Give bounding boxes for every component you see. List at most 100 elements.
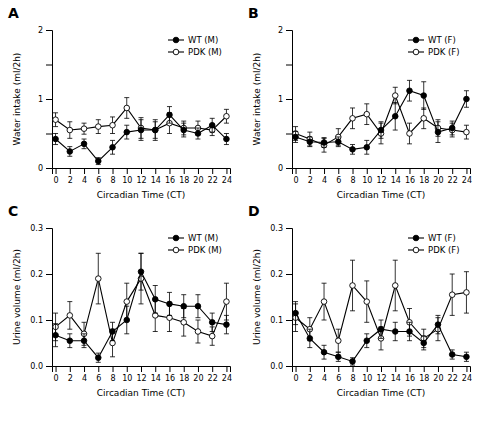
tick-label: 2 <box>68 176 73 185</box>
tick-mark <box>113 168 114 174</box>
tick-mark <box>286 134 292 135</box>
error-bar <box>336 329 341 352</box>
tick: 18 <box>419 366 429 383</box>
tick-label: 2 <box>308 374 313 383</box>
point <box>449 352 455 358</box>
x-axis-title: Circadian Time (CT) <box>97 388 186 398</box>
point <box>464 96 470 102</box>
point <box>124 317 130 323</box>
panel-label: D <box>248 203 260 219</box>
tick-label: 18 <box>419 176 429 185</box>
tick-label: 0.3 <box>270 224 283 233</box>
error-bar <box>82 334 87 348</box>
point <box>350 147 356 153</box>
tick-mark <box>286 30 292 31</box>
tick-mark <box>286 99 292 100</box>
tick <box>286 65 292 66</box>
x-axis: 024681012141618202224 <box>53 168 233 185</box>
error-bar <box>379 122 384 139</box>
tick-label: 10 <box>362 374 372 383</box>
error-bar <box>224 109 229 123</box>
point <box>195 329 201 335</box>
tick: 8 <box>110 168 115 185</box>
error-bar <box>124 98 129 119</box>
axis-line <box>293 169 471 175</box>
tick: 18 <box>179 168 189 185</box>
error-bar <box>393 260 398 311</box>
tick: 0.0 <box>30 362 52 371</box>
tick-mark <box>310 168 311 174</box>
legend-label: WT (F) <box>428 233 456 243</box>
error-bar <box>167 107 172 124</box>
error-bar <box>139 253 144 290</box>
error-bar <box>195 128 200 139</box>
tick-mark <box>310 366 311 372</box>
line <box>296 96 467 146</box>
tick-label: 10 <box>362 176 372 185</box>
tick-label: 4 <box>322 374 327 383</box>
point <box>392 283 398 289</box>
tick-mark <box>466 168 467 174</box>
error-bar <box>421 108 426 129</box>
tick: 4 <box>82 168 87 185</box>
tick-label: 0 <box>278 164 283 173</box>
point <box>95 124 101 130</box>
legend: WT (F)PDK (F) <box>408 35 459 57</box>
tick: 22 <box>448 168 458 185</box>
tick-mark <box>338 168 339 174</box>
legend-item: PDK (M) <box>168 47 222 57</box>
tick-mark <box>113 366 114 372</box>
legend: WT (M)PDK (M) <box>168 35 222 57</box>
y-axis-title: Water intake (ml/2h) <box>12 53 22 146</box>
tick-label: 0 <box>54 176 59 185</box>
tick-mark <box>212 168 213 174</box>
panel: 0246810121416182022240.00.10.20.3Circadi… <box>8 203 232 398</box>
tick-label: 14 <box>391 176 401 185</box>
point <box>95 158 101 164</box>
legend-item: WT (M) <box>168 233 218 243</box>
point <box>464 290 470 296</box>
tick-mark <box>286 366 292 367</box>
series <box>53 253 229 362</box>
tick-mark <box>381 366 382 372</box>
legend-marker <box>173 247 179 253</box>
point <box>181 127 187 133</box>
point <box>449 292 455 298</box>
point <box>321 299 327 305</box>
tick: 10 <box>122 168 132 185</box>
point <box>110 122 116 128</box>
point <box>67 313 73 319</box>
point <box>407 131 413 137</box>
error-bar <box>407 80 412 101</box>
tick-label: 8 <box>110 176 115 185</box>
line <box>296 313 467 361</box>
error-bar <box>464 125 469 139</box>
tick-mark <box>46 274 52 275</box>
tick: 14 <box>391 366 401 383</box>
legend-marker <box>173 235 179 241</box>
point <box>124 129 130 135</box>
tick-mark <box>438 366 439 372</box>
error-bar <box>364 334 369 348</box>
error-bar <box>210 118 215 132</box>
tick-label: 22 <box>208 374 218 383</box>
tick-mark <box>226 366 227 372</box>
error-bar <box>421 82 426 110</box>
error-bar <box>464 272 469 313</box>
point <box>435 322 441 328</box>
tick-mark <box>296 168 297 174</box>
error-bar <box>153 122 158 139</box>
tick: 6 <box>336 366 341 383</box>
tick: 24 <box>222 366 232 383</box>
tick: 2 <box>278 26 292 35</box>
error-bar <box>421 336 426 350</box>
tick-mark <box>367 366 368 372</box>
tick-mark <box>56 366 57 372</box>
error-bar <box>322 345 327 359</box>
tick: 0 <box>54 168 59 185</box>
point <box>350 116 356 122</box>
error-bar <box>224 283 229 320</box>
point <box>67 338 73 344</box>
point <box>152 127 158 133</box>
tick-mark <box>286 320 292 321</box>
